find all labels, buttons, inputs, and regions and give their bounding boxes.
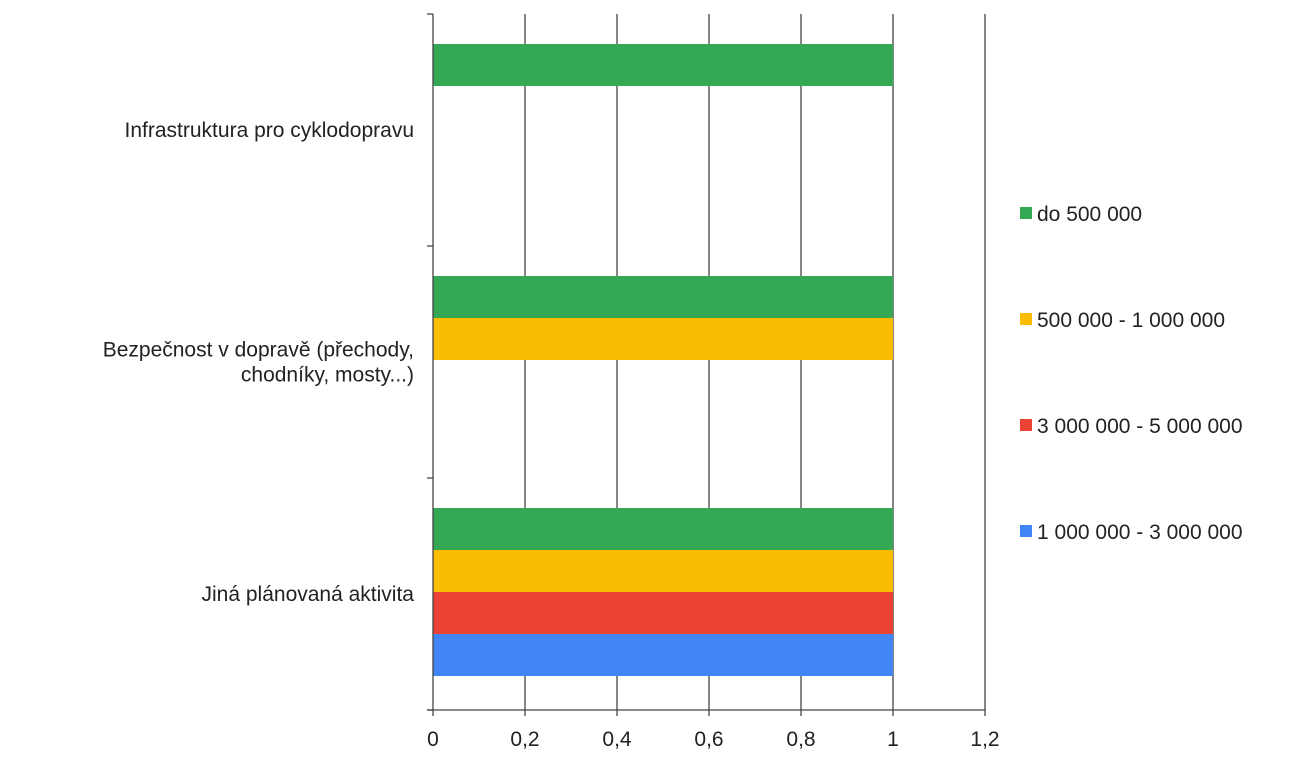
x-tick-label: 0,8 <box>786 728 815 751</box>
x-tick-label: 1 <box>887 728 899 751</box>
axes <box>427 13 986 716</box>
legend: do 500 000 500 000 - 1 000 000 3 000 000 -… <box>1020 203 1243 544</box>
legend-label: do 500 000 <box>1037 203 1142 226</box>
bar <box>433 592 893 634</box>
bar <box>433 550 893 592</box>
bar <box>433 318 893 360</box>
bars <box>433 44 893 676</box>
bar <box>433 44 893 86</box>
bar <box>433 634 893 676</box>
legend-label: 1 000 000 - 3 000 000 <box>1037 521 1243 544</box>
legend-swatch <box>1020 419 1032 431</box>
legend-swatch <box>1020 313 1032 325</box>
category-label: chodníky, mosty...) <box>241 364 414 387</box>
category-label: Jiná plánovaná aktivita <box>202 583 415 606</box>
x-tick-label: 1,2 <box>970 728 999 751</box>
bar <box>433 508 893 550</box>
category-label: Bezpečnost v dopravě (přechody, <box>103 339 414 362</box>
x-tick-label: 0,4 <box>602 728 632 751</box>
bar <box>433 276 893 318</box>
x-tick-label: 0,6 <box>694 728 723 751</box>
category-label: Infrastruktura pro cyklodopravu <box>125 119 414 142</box>
x-tick-label: 0,2 <box>510 728 539 751</box>
x-tick-labels: 0 0,2 0,4 0,6 0,8 1 1,2 <box>427 728 999 751</box>
legend-swatch <box>1020 525 1032 537</box>
category-labels: Infrastruktura pro cyklodopravu Bezpečnos… <box>103 119 415 606</box>
legend-label: 3 000 000 - 5 000 000 <box>1037 415 1243 438</box>
x-tick-label: 0 <box>427 728 439 751</box>
legend-swatch <box>1020 207 1032 219</box>
legend-label: 500 000 - 1 000 000 <box>1037 309 1225 332</box>
